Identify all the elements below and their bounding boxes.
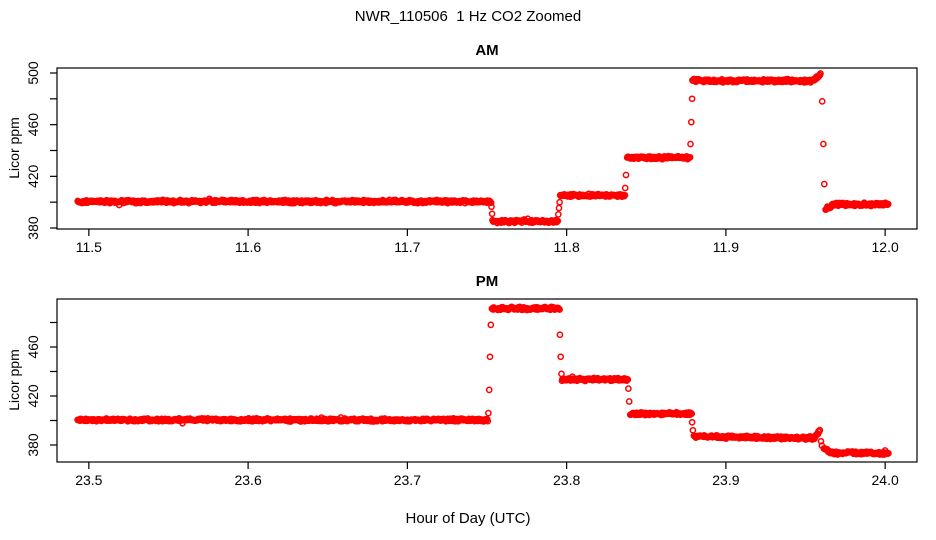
pm-panel-x-tick-label: 24.0 xyxy=(872,472,899,488)
pm-panel-x-tick-label: 23.8 xyxy=(553,472,580,488)
am-panel-x-tick-label: 12.0 xyxy=(872,239,899,255)
am-panel-x-tick-label: 11.5 xyxy=(76,239,102,255)
am-panel-x-tick-label: 11.7 xyxy=(394,239,420,255)
pm-panel-x-tick-label: 23.5 xyxy=(75,472,102,488)
am-panel-title: AM xyxy=(475,42,499,59)
am-panel-y-tick-label: 460 xyxy=(25,113,41,137)
am-panel-axes xyxy=(50,67,918,236)
am-panel-x-tick-label: 11.6 xyxy=(235,239,261,255)
pm-panel-points xyxy=(74,303,892,458)
pm-panel-tick-labels: 23.5 23.6 23.7 23.8 23.9 24.0 380 420 460 xyxy=(25,335,899,488)
am-panel-y-tick-label: 500 xyxy=(25,61,41,85)
pm-panel: 23.5 23.6 23.7 23.8 23.9 24.0 380 420 460 xyxy=(25,298,918,488)
pm-panel-y-tick-label: 420 xyxy=(25,384,41,408)
am-panel-y-tick-label: 420 xyxy=(25,164,41,188)
am-panel-x-tick-label: 11.9 xyxy=(713,239,739,255)
am-panel: 11.5 11.6 11.7 11.8 11.9 12.0 380 420 460 500 xyxy=(25,61,918,255)
pm-panel-x-tick-label: 23.9 xyxy=(712,472,739,488)
pm-panel-y-tick-label: 460 xyxy=(25,335,41,359)
am-panel-x-tick-label: 11.8 xyxy=(554,239,580,255)
x-axis-label: Hour of Day (UTC) xyxy=(405,510,531,527)
am-panel-tick-labels: 11.5 11.6 11.7 11.8 11.9 12.0 380 420 460 500 xyxy=(25,61,899,255)
pm-panel-title: PM xyxy=(475,273,499,290)
pm-panel-x-tick-label: 23.6 xyxy=(234,472,261,488)
pm-panel-axes xyxy=(50,298,918,469)
pm-panel-x-tick-label: 23.7 xyxy=(394,472,421,488)
pm-panel-y-tick-label: 380 xyxy=(25,433,41,457)
am-panel-y-tick-label: 380 xyxy=(25,216,41,240)
figure-title: NWR_110506 1 Hz CO2 Zoomed xyxy=(354,8,582,25)
am-panel-points xyxy=(74,70,892,227)
